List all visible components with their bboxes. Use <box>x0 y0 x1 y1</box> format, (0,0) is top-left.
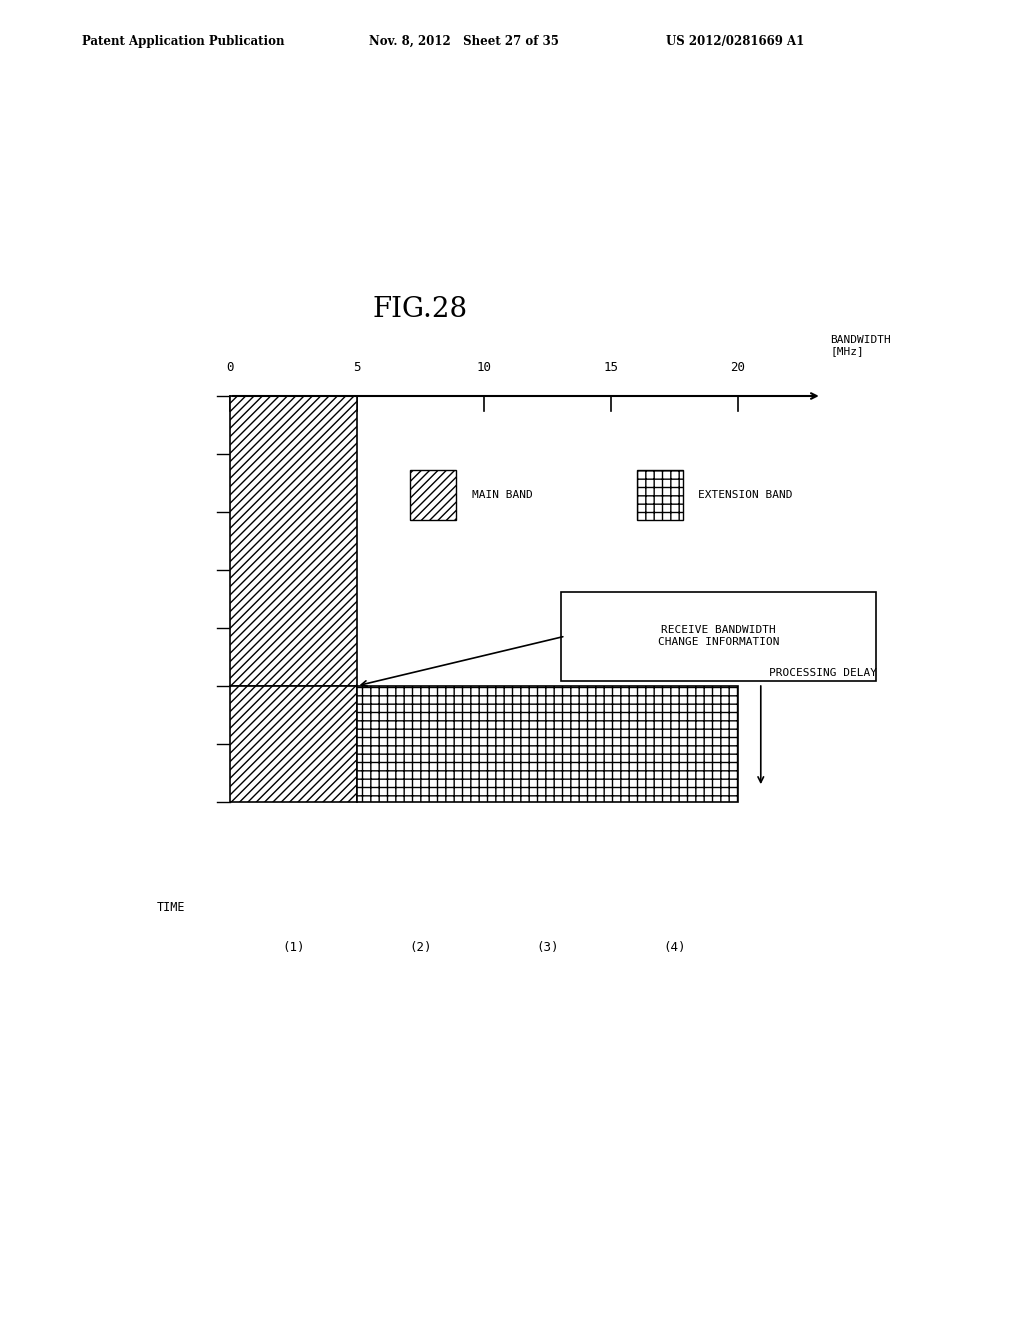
Bar <box>229 396 356 686</box>
Text: RECEIVE BANDWIDTH
CHANGE INFORMATION: RECEIVE BANDWIDTH CHANGE INFORMATION <box>658 626 779 647</box>
Text: 10: 10 <box>476 360 492 374</box>
Text: Patent Application Publication: Patent Application Publication <box>82 34 285 48</box>
Text: 5: 5 <box>353 360 360 374</box>
Bar <box>229 686 356 803</box>
Bar <box>637 470 683 520</box>
Text: (4): (4) <box>663 940 685 953</box>
Bar <box>411 470 457 520</box>
Text: 15: 15 <box>603 360 618 374</box>
Text: FIG.28: FIG.28 <box>373 296 467 323</box>
Text: EXTENSION BAND: EXTENSION BAND <box>698 490 793 500</box>
Bar <box>356 686 737 803</box>
Text: 20: 20 <box>730 360 745 374</box>
Text: (2): (2) <box>409 940 431 953</box>
Text: US 2012/0281669 A1: US 2012/0281669 A1 <box>666 34 804 48</box>
Text: TIME: TIME <box>157 902 185 913</box>
Text: Nov. 8, 2012   Sheet 27 of 35: Nov. 8, 2012 Sheet 27 of 35 <box>369 34 558 48</box>
FancyBboxPatch shape <box>561 591 877 681</box>
Text: 0: 0 <box>226 360 233 374</box>
Text: (3): (3) <box>536 940 558 953</box>
Text: PROCESSING DELAY: PROCESSING DELAY <box>769 668 878 678</box>
Text: BANDWIDTH
[MHz]: BANDWIDTH [MHz] <box>830 335 891 356</box>
Text: MAIN BAND: MAIN BAND <box>471 490 532 500</box>
Text: (1): (1) <box>282 940 304 953</box>
